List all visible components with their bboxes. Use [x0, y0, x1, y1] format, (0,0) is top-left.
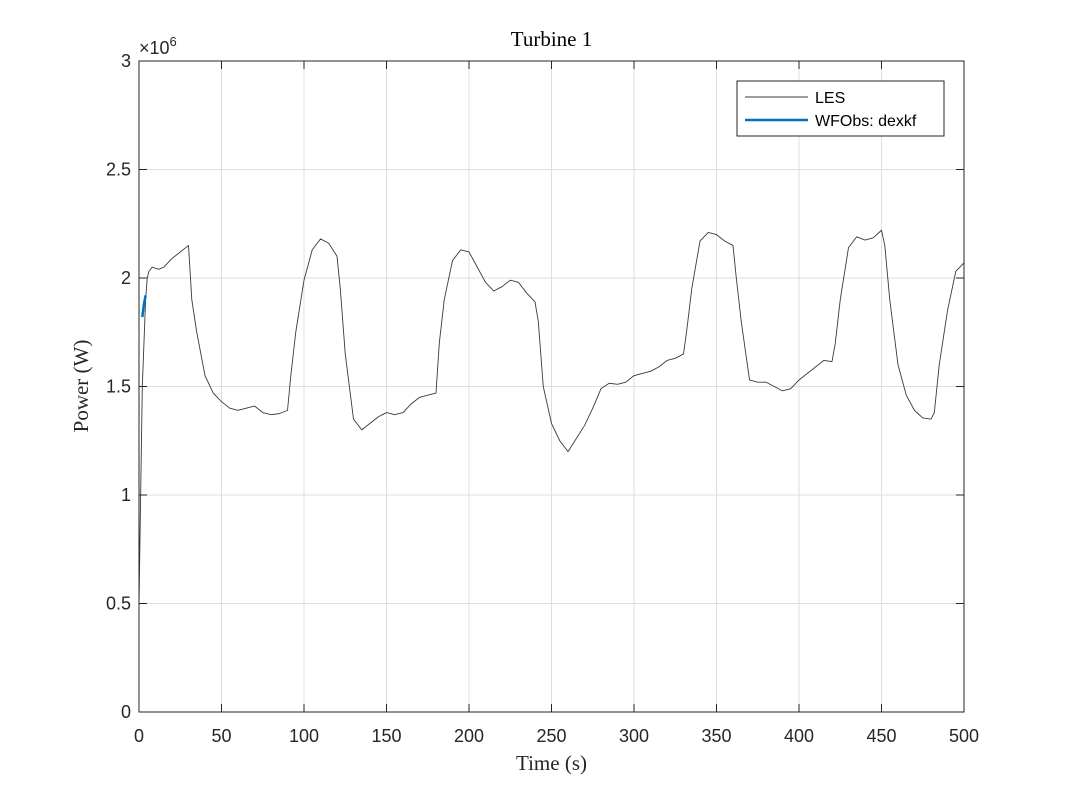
series-layer	[138, 229, 965, 604]
ticks: 0 50 100 150 200 250 300 350 400 450 500 0 0.5 1 1.5 2 2…	[106, 51, 979, 746]
x-tick-label: 150	[371, 726, 401, 746]
legend-box	[736, 80, 945, 137]
x-tick-label: 350	[701, 726, 731, 746]
x-tick-label: 250	[536, 726, 566, 746]
x-tick-label: 0	[134, 726, 144, 746]
y-axis-label: Power (W)	[69, 340, 93, 433]
y-tick-label: 2	[121, 268, 131, 288]
legend-label-wfobs: WFObs: dexkf	[815, 113, 917, 130]
x-tick-label: 500	[949, 726, 979, 746]
x-tick-label: 400	[784, 726, 814, 746]
series-line-wfobs-dexkf	[141, 295, 147, 318]
y-tick-label: 1	[121, 485, 131, 505]
x-tick-label: 300	[619, 726, 649, 746]
chart-title: Turbine 1	[511, 27, 593, 51]
y-tick-label: 2.5	[106, 160, 131, 180]
y-tick-label: 3	[121, 51, 131, 71]
y-tick-label: 0	[121, 702, 131, 722]
series-line-les	[138, 229, 965, 604]
x-tick-label: 50	[211, 726, 231, 746]
y-exponent-label: ×106	[139, 34, 177, 58]
x-tick-label: 200	[454, 726, 484, 746]
legend: LES WFObs: dexkf	[736, 80, 945, 137]
x-axis-label: Time (s)	[516, 751, 587, 775]
x-tick-label: 100	[289, 726, 319, 746]
legend-label-les: LES	[815, 90, 845, 107]
y-tick-label: 0.5	[106, 594, 131, 614]
x-tick-label: 450	[866, 726, 896, 746]
y-tick-label: 1.5	[106, 377, 131, 397]
